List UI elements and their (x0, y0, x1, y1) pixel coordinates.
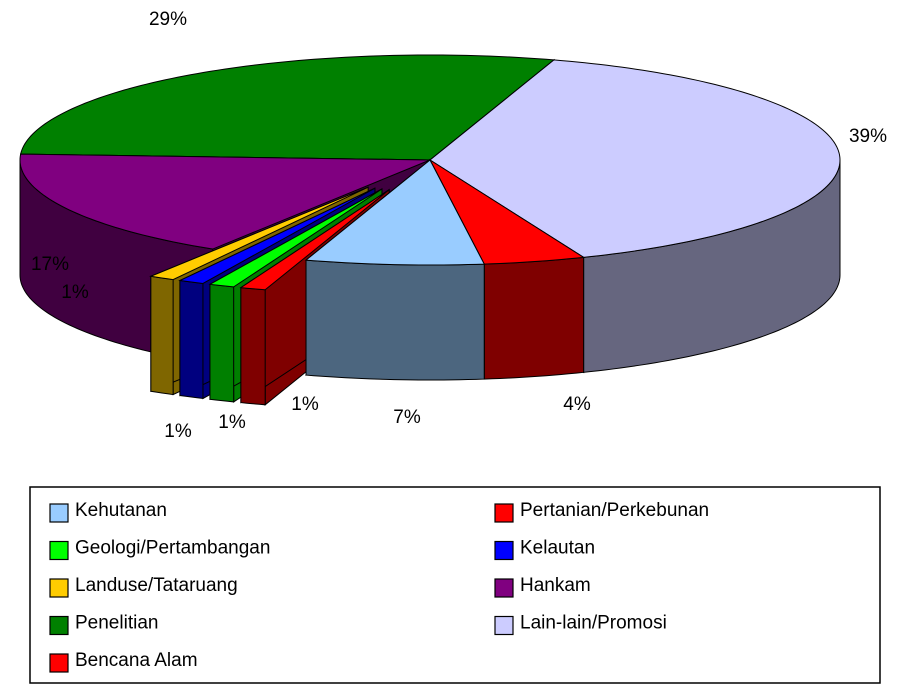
data-label: 1% (164, 421, 192, 442)
slice-wall (240, 287, 266, 406)
slice-top (429, 59, 841, 258)
slice-top (19, 54, 556, 161)
slice-top (178, 187, 376, 284)
legend-label: Hankam (520, 575, 591, 596)
legend-swatch (49, 540, 69, 561)
legend-label: Kelautan (520, 538, 595, 559)
pie-slice (304, 158, 486, 381)
legend-swatch (494, 503, 514, 523)
slice-top (208, 188, 383, 288)
slice-wall (150, 275, 174, 396)
legend-swatch (494, 615, 514, 636)
slice-wall (483, 256, 585, 380)
legend-label: Geologi/Pertambangan (75, 538, 270, 559)
legend-label: Pertanian/Perkebunan (520, 500, 709, 521)
slice-top (239, 189, 390, 291)
legend-swatch (49, 615, 69, 636)
legend-label: Bencana Alam (75, 650, 198, 671)
data-label: 1% (61, 282, 89, 303)
data-label: 1% (291, 394, 319, 415)
slice-wall (209, 283, 235, 403)
legend-label: Lain-lain/Promosi (520, 613, 667, 634)
legend-box (29, 486, 881, 684)
legend-swatch (49, 578, 69, 598)
slice-wall (305, 259, 485, 381)
slice-wall (179, 279, 204, 400)
data-label: 39% (849, 126, 887, 147)
data-label: 17% (31, 254, 69, 275)
legend-swatch (494, 540, 514, 561)
legend-label: Kehutanan (75, 500, 167, 521)
slice-top (428, 158, 586, 265)
slice-top (149, 186, 369, 281)
legend-label: Landuse/Tataruang (75, 575, 238, 596)
legend-swatch (49, 653, 69, 673)
legend-swatch (494, 578, 514, 598)
slice-top (19, 153, 431, 250)
data-label: 4% (563, 394, 591, 415)
legend-swatch (49, 503, 69, 523)
legend-label: Penelitian (75, 613, 158, 634)
data-label: 7% (393, 407, 421, 428)
data-label: 1% (218, 412, 246, 433)
slice-top (304, 159, 486, 266)
data-label: 29% (149, 9, 187, 30)
